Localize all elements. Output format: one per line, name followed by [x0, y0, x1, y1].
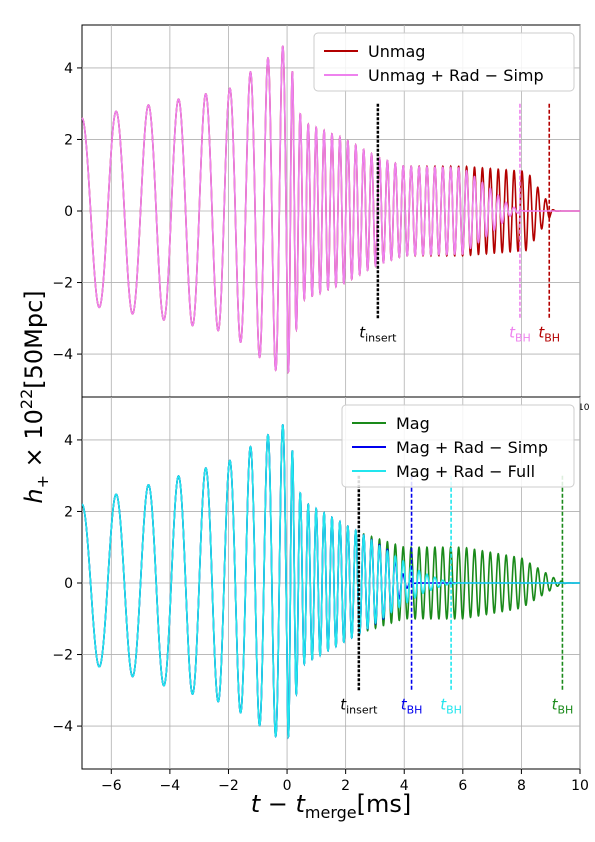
series-line	[81, 45, 580, 375]
y-tick-label: 4	[64, 61, 73, 77]
y-tick-label: 0	[64, 576, 73, 592]
top-markers: tinsert tBH tBH	[359, 103, 560, 344]
y-tick-label: −4	[52, 347, 73, 363]
top-panel: tinsert tBH tBH −4 −2 0 2 4 10 Unmag Unmag + Ra…	[52, 24, 590, 413]
marker-label: tBH	[440, 695, 462, 716]
top-waveforms	[81, 45, 580, 375]
legend-box	[313, 32, 575, 92]
bottom-markers: tinsert tBH tBH tBH	[340, 475, 574, 716]
bottom-waveforms	[81, 424, 580, 740]
x-tick-label: 10	[571, 778, 589, 794]
y-tick-label: −2	[52, 276, 73, 292]
marker-label: tBH	[538, 323, 560, 344]
x-tick-label: −4	[160, 778, 181, 794]
x-tick-label: −6	[101, 778, 122, 794]
legend-entry: Unmag	[368, 42, 425, 61]
y-tick-label: −2	[52, 648, 73, 664]
x-tick-label: 0	[283, 778, 292, 794]
top-y-ticks: −4 −2 0 2 4	[52, 61, 82, 363]
marker-label: tinsert	[359, 323, 397, 344]
x-axis-label: t − tmerge[ms]	[251, 790, 412, 822]
x-tick-label: 2	[341, 778, 350, 794]
y-tick-label: 4	[64, 433, 73, 449]
y-tick-label: 0	[64, 204, 73, 220]
bottom-y-ticks: −4 −2 0 2 4	[52, 433, 82, 735]
marker-label: tBH	[509, 323, 531, 344]
x-tick-label: 4	[400, 778, 409, 794]
legend-box	[341, 404, 575, 488]
y-tick-label: 2	[64, 504, 73, 520]
y-tick-label: 2	[64, 132, 73, 148]
series-line	[81, 424, 580, 740]
bottom-legend: Mag Mag + Rad − Simp Mag + Rad − Full	[341, 404, 575, 488]
marker-label: tBH	[552, 695, 574, 716]
bottom-panel: tinsert tBH tBH tBH −4 −2 0 2 4 −6 −4 −2 0 2 4 6 8 10 M…	[52, 396, 589, 794]
legend-entry: Mag	[396, 414, 430, 433]
stray-x-tick-label: 10	[578, 403, 590, 413]
top-legend: Unmag Unmag + Rad − Simp	[313, 32, 575, 92]
marker-label: tBH	[401, 695, 423, 716]
y-axis-label: h+ × 1022[50Mpc]	[17, 290, 52, 503]
x-tick-label: 8	[517, 778, 526, 794]
bottom-x-ticks: −6 −4 −2 0 2 4 6 8 10	[101, 769, 589, 794]
legend-entry: Mag + Rad − Full	[396, 462, 535, 481]
y-tick-label: −4	[52, 719, 73, 735]
x-tick-label: 6	[458, 778, 467, 794]
legend-entry: Unmag + Rad − Simp	[368, 66, 544, 85]
marker-label: tinsert	[340, 695, 378, 716]
legend-entry: Mag + Rad − Simp	[396, 438, 548, 457]
x-tick-label: −2	[218, 778, 239, 794]
